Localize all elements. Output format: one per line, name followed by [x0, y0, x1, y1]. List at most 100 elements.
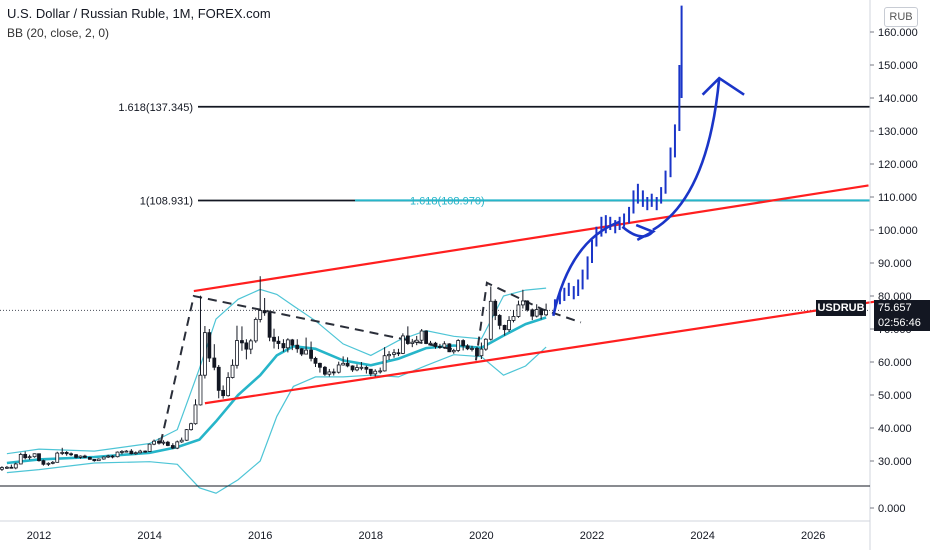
candle-body: [368, 368, 373, 375]
dashed-pattern-line[interactable]: [474, 281, 582, 361]
candle-body: [46, 462, 51, 465]
candle-body: [419, 330, 424, 341]
candle-body: [295, 344, 300, 350]
projection-arrow-up[interactable]: [552, 220, 621, 317]
candle-body: [129, 450, 134, 455]
trend-channel-lower[interactable]: [204, 299, 880, 405]
candle-body: [502, 324, 507, 331]
candle-body: [143, 450, 148, 453]
price-tick-label: 60.000: [878, 357, 912, 369]
projection[interactable]: [552, 5, 745, 317]
candle-body: [133, 452, 138, 455]
candle-body: [157, 440, 161, 444]
trend-channel-upper[interactable]: [193, 184, 869, 293]
symbol-label: USDRUB: [816, 300, 866, 316]
candle-body: [198, 374, 203, 406]
candle-body: [165, 441, 170, 446]
candle-body: [428, 342, 433, 345]
price-tick-label: 130.000: [878, 126, 918, 138]
candle-body: [179, 439, 184, 443]
candle-body: [106, 455, 111, 458]
candle-body: [207, 332, 212, 359]
fib-level-label: 1.618(108.970): [410, 195, 485, 207]
candle-body: [285, 339, 290, 349]
candle-body: [69, 453, 73, 456]
candle-body: [138, 450, 143, 454]
candle-body: [516, 304, 521, 317]
time-tick-label: 2016: [248, 530, 272, 542]
dashed-pattern-line[interactable]: [159, 294, 455, 444]
candle-body: [152, 440, 156, 445]
candle-body: [230, 364, 235, 378]
candle-body: [433, 342, 438, 347]
trendlines[interactable]: [159, 184, 880, 444]
candle-body: [304, 349, 308, 355]
candle-body: [96, 458, 101, 462]
candle-body: [110, 455, 115, 458]
candle-body: [184, 429, 189, 441]
price-tick-label: 90.000: [878, 258, 912, 270]
candle-body: [193, 404, 198, 425]
candle-body: [281, 343, 286, 349]
candle-body: [74, 454, 78, 458]
candle-body: [350, 365, 355, 371]
price-tick-label: 30.000: [878, 456, 912, 468]
candle-body: [539, 309, 544, 316]
candle-body: [235, 340, 239, 366]
candle-body: [87, 456, 92, 460]
candle-body: [447, 343, 452, 353]
time-tick-label: 2022: [580, 530, 604, 542]
price-tick-label: 50.000: [878, 390, 912, 402]
time-tick-label: 2026: [801, 530, 825, 542]
candle-body: [82, 455, 87, 458]
projection-arrowhead: [635, 223, 656, 242]
time-tick-label: 2018: [359, 530, 383, 542]
price-tick-label: 100.000: [878, 225, 918, 237]
candle-body: [253, 319, 258, 342]
projection-arrow-target[interactable]: [652, 78, 721, 232]
candle-body: [378, 370, 383, 373]
candle-body: [488, 300, 493, 340]
candle-body: [331, 371, 336, 374]
candle-body: [170, 445, 175, 449]
candle-body: [299, 348, 304, 355]
candle-body: [511, 316, 516, 321]
candle-body: [373, 370, 378, 375]
candle-body: [5, 466, 9, 469]
candle-body: [313, 357, 318, 364]
candle-body: [525, 300, 530, 311]
time-tick-label: 2024: [690, 530, 714, 542]
candle-body: [483, 338, 488, 350]
candle-body: [359, 366, 364, 369]
candle-body: [309, 349, 313, 359]
candle-body: [364, 366, 369, 370]
candle-body: [240, 340, 244, 344]
candle-body: [120, 451, 124, 453]
candle-body: [212, 357, 217, 368]
candle-body: [442, 343, 447, 348]
candle-body: [272, 336, 276, 342]
candle-body: [64, 452, 69, 455]
axes: [0, 0, 871, 550]
indicator-legend[interactable]: BB (20, close, 2, 0): [7, 26, 110, 40]
candle-body: [202, 332, 207, 376]
fib-level-label: 1(108.931): [140, 196, 193, 208]
currency-unit-button[interactable]: RUB: [884, 7, 918, 27]
candle-body: [493, 300, 498, 316]
candle-body: [530, 309, 535, 317]
last-price-value: 75.657: [874, 300, 930, 316]
candle-body: [497, 315, 502, 326]
price-tick-label: 140.000: [878, 93, 918, 105]
price-tick-label: 110.000: [878, 192, 917, 204]
candle-body: [424, 330, 429, 344]
candle-body: [438, 346, 442, 348]
bar-countdown: 02:56:46: [874, 316, 930, 331]
candle-body: [341, 362, 346, 366]
candle-body: [32, 453, 37, 458]
fibonacci-levels[interactable]: 1.618(137.345) 1(108.931) 1.618(108.970): [118, 102, 870, 208]
candle-body: [507, 320, 511, 331]
candle-body: [405, 335, 410, 344]
candle-body: [323, 366, 327, 375]
candle-body: [9, 466, 14, 469]
